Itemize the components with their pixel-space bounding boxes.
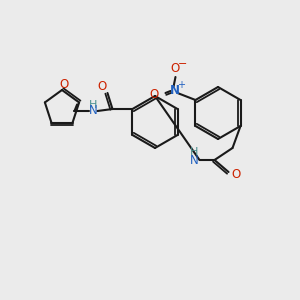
Text: O: O: [59, 79, 69, 92]
Text: N: N: [190, 154, 199, 166]
Text: O: O: [150, 88, 159, 101]
Text: +: +: [178, 80, 185, 90]
Text: O: O: [171, 61, 180, 74]
Text: H: H: [89, 100, 98, 110]
Text: N: N: [169, 83, 179, 97]
Text: H: H: [190, 147, 199, 157]
Text: −: −: [178, 59, 187, 69]
Text: N: N: [89, 104, 98, 118]
Text: O: O: [98, 80, 107, 94]
Text: O: O: [231, 169, 240, 182]
